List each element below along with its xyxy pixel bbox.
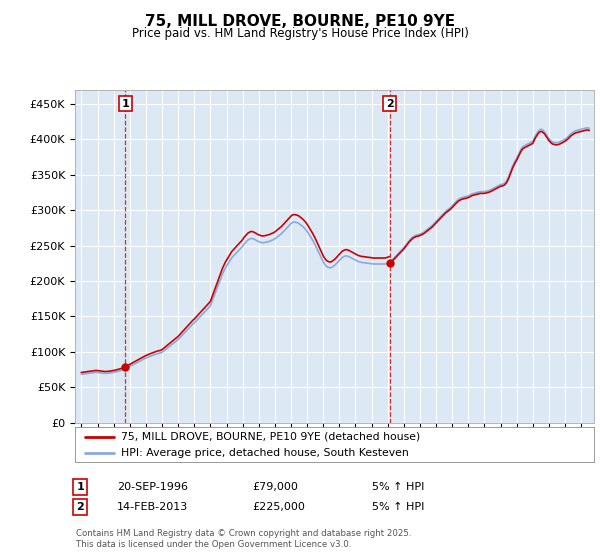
Text: 14-FEB-2013: 14-FEB-2013 <box>117 502 188 512</box>
Text: 75, MILL DROVE, BOURNE, PE10 9YE: 75, MILL DROVE, BOURNE, PE10 9YE <box>145 14 455 29</box>
Text: Price paid vs. HM Land Registry's House Price Index (HPI): Price paid vs. HM Land Registry's House … <box>131 27 469 40</box>
Text: 1: 1 <box>76 482 84 492</box>
Text: 20-SEP-1996: 20-SEP-1996 <box>117 482 188 492</box>
Text: 5% ↑ HPI: 5% ↑ HPI <box>372 502 424 512</box>
Text: Contains HM Land Registry data © Crown copyright and database right 2025.
This d: Contains HM Land Registry data © Crown c… <box>76 529 412 549</box>
Text: £79,000: £79,000 <box>252 482 298 492</box>
Text: 1: 1 <box>121 99 129 109</box>
Text: HPI: Average price, detached house, South Kesteven: HPI: Average price, detached house, Sout… <box>121 447 409 458</box>
Text: 2: 2 <box>76 502 84 512</box>
Text: 75, MILL DROVE, BOURNE, PE10 9YE (detached house): 75, MILL DROVE, BOURNE, PE10 9YE (detach… <box>121 432 420 442</box>
Text: £225,000: £225,000 <box>252 502 305 512</box>
Text: 2: 2 <box>386 99 394 109</box>
Text: 5% ↑ HPI: 5% ↑ HPI <box>372 482 424 492</box>
